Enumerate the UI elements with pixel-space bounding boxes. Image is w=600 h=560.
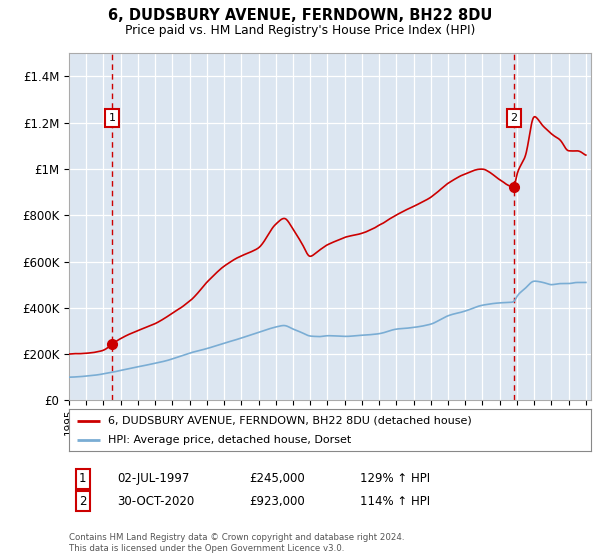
Text: £923,000: £923,000	[249, 494, 305, 508]
Text: 114% ↑ HPI: 114% ↑ HPI	[360, 494, 430, 508]
Text: 2: 2	[79, 494, 86, 508]
Text: 1: 1	[79, 472, 86, 486]
Text: 129% ↑ HPI: 129% ↑ HPI	[360, 472, 430, 486]
Text: 2: 2	[511, 113, 518, 123]
Text: HPI: Average price, detached house, Dorset: HPI: Average price, detached house, Dors…	[108, 435, 352, 445]
Text: 1: 1	[109, 113, 116, 123]
Text: Contains HM Land Registry data © Crown copyright and database right 2024.
This d: Contains HM Land Registry data © Crown c…	[69, 533, 404, 553]
Text: 6, DUDSBURY AVENUE, FERNDOWN, BH22 8DU: 6, DUDSBURY AVENUE, FERNDOWN, BH22 8DU	[108, 8, 492, 24]
Text: £245,000: £245,000	[249, 472, 305, 486]
Text: Price paid vs. HM Land Registry's House Price Index (HPI): Price paid vs. HM Land Registry's House …	[125, 24, 475, 36]
Text: 6, DUDSBURY AVENUE, FERNDOWN, BH22 8DU (detached house): 6, DUDSBURY AVENUE, FERNDOWN, BH22 8DU (…	[108, 416, 472, 426]
Text: 02-JUL-1997: 02-JUL-1997	[117, 472, 190, 486]
Text: 30-OCT-2020: 30-OCT-2020	[117, 494, 194, 508]
